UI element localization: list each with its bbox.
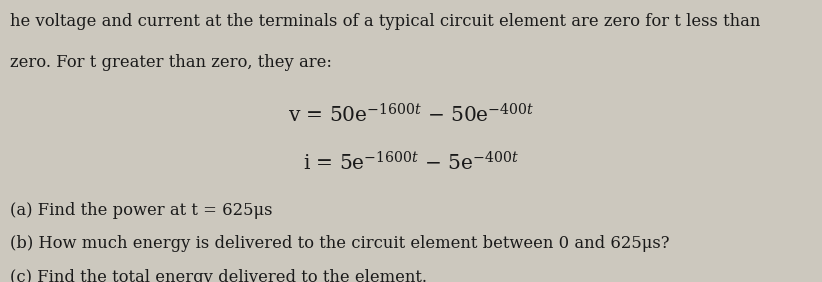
Text: (c) Find the total energy delivered to the element.: (c) Find the total energy delivered to t…: [10, 269, 427, 282]
Text: zero. For t greater than zero, they are:: zero. For t greater than zero, they are:: [10, 54, 332, 70]
Text: v = 50e$^{-1600t}$ $-$ 50e$^{-400t}$: v = 50e$^{-1600t}$ $-$ 50e$^{-400t}$: [288, 103, 534, 126]
Text: (a) Find the power at t = 625μs: (a) Find the power at t = 625μs: [10, 202, 272, 219]
Text: (b) How much energy is delivered to the circuit element between 0 and 625μs?: (b) How much energy is delivered to the …: [10, 235, 669, 252]
Text: i = 5e$^{-1600t}$ $-$ 5e$^{-400t}$: i = 5e$^{-1600t}$ $-$ 5e$^{-400t}$: [303, 151, 519, 174]
Text: he voltage and current at the terminals of a typical circuit element are zero fo: he voltage and current at the terminals …: [10, 13, 760, 30]
